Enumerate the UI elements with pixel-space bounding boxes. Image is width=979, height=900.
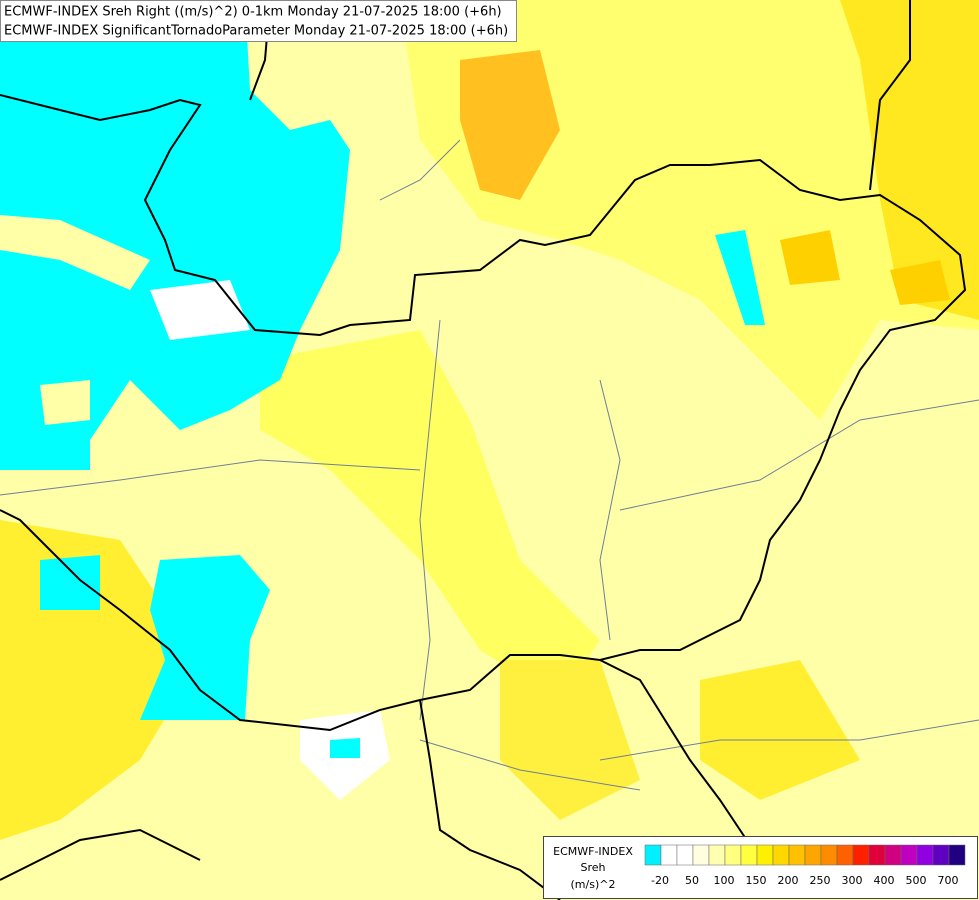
legend: ECMWF-INDEX Sreh (m/s)^2 -20 50 100 150 200 2…: [543, 836, 978, 899]
rivers: [0, 139, 979, 791]
header: ECMWF-INDEX Sreh Right ((m/s)^2) 0-1km M…: [0, 0, 517, 42]
header-line: ECMWF-INDEX SignificantTornadoParameter …: [4, 24, 508, 39]
legend-label: 300: [842, 874, 863, 887]
legend-swatch: [692, 844, 710, 866]
legend-label: 700: [938, 874, 959, 887]
legend-label: 200: [778, 874, 799, 887]
legend-label: 500: [906, 874, 927, 887]
legend-swatch: [900, 844, 918, 866]
legend-label: 150: [746, 874, 767, 887]
legend-swatch: [740, 844, 758, 866]
legend-swatch: [916, 844, 934, 866]
legend-swatch: [836, 844, 854, 866]
legend-swatch: [820, 844, 838, 866]
legend-swatch: [948, 844, 966, 866]
legend-label: 250: [810, 874, 831, 887]
legend-label: -20: [651, 874, 669, 887]
legend-swatch: [676, 844, 694, 866]
legend-swatch: [660, 844, 678, 866]
legend-unit: (m/s)^2: [571, 878, 616, 891]
header-line: ECMWF-INDEX Sreh Right ((m/s)^2) 0-1km M…: [4, 5, 502, 20]
legend-swatch: [724, 844, 742, 866]
legend-swatch: [932, 844, 950, 866]
legend-label: 50: [685, 874, 699, 887]
legend-swatch: [788, 844, 806, 866]
legend-swatch: [708, 844, 726, 866]
legend-label: 400: [874, 874, 895, 887]
legend-swatch: [772, 844, 790, 866]
legend-title: ECMWF-INDEX: [553, 845, 633, 858]
legend-swatch: [868, 844, 886, 866]
header-box: [0, 0, 517, 42]
legend-swatch: [804, 844, 822, 866]
legend-label: 100: [714, 874, 735, 887]
legend-swatch: [884, 844, 902, 866]
legend-swatch: [756, 844, 774, 866]
legend-variable: Sreh: [580, 861, 605, 874]
legend-swatch: [852, 844, 870, 866]
legend-swatch: [644, 844, 662, 866]
